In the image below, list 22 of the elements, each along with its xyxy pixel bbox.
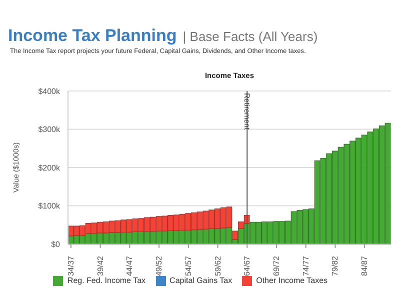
- x-tick-label: 49/52: [154, 255, 164, 276]
- x-tick-label: 84/87: [360, 255, 370, 276]
- chart-title: Income Tax Planning: [8, 26, 177, 45]
- x-tick-label: 79/82: [330, 255, 340, 276]
- x-tick-label: 44/47: [125, 255, 134, 276]
- legend-label: Other Income Taxes: [256, 276, 328, 286]
- x-tick-label: 39/42: [96, 255, 105, 276]
- x-tick-label: 64/67: [242, 255, 252, 276]
- y-tick-label: $300k: [38, 125, 61, 134]
- legend-label: Reg. Fed. Income Tax: [67, 276, 146, 286]
- x-tick-label: 59/62: [213, 255, 222, 276]
- y-tick-label: $0: [51, 240, 61, 249]
- y-tick-label: $100k: [38, 202, 61, 211]
- x-tick-label: 54/57: [184, 255, 193, 276]
- y-tick-label: $400k: [38, 86, 61, 96]
- x-tick-label: 69/72: [272, 255, 281, 276]
- legend-label: Capital Gains Tax: [170, 276, 232, 286]
- x-tick-label: 34/37: [66, 255, 76, 276]
- chart-subtitle: | Base Facts (All Years): [182, 29, 318, 44]
- y-tick-label: $200k: [38, 163, 61, 172]
- bar: [232, 230, 238, 240]
- x-tick-label: 74/77: [301, 255, 310, 276]
